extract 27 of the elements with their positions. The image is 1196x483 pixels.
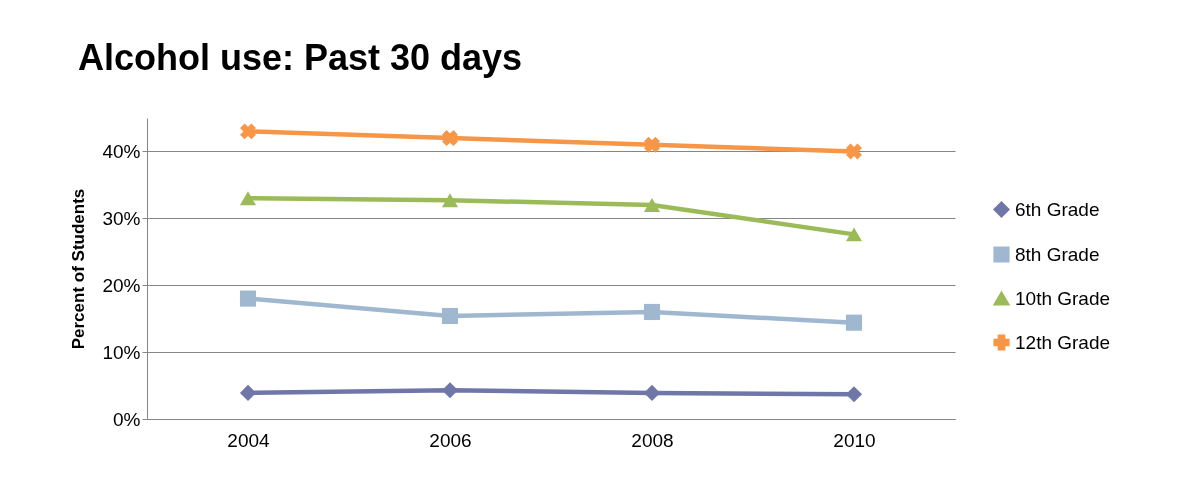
point [845,314,863,331]
y-tick-label: 40% [102,140,141,162]
y-tick-label: 0% [113,408,141,430]
y-tick-label: 10% [102,341,141,363]
point [441,193,459,208]
point [239,191,257,206]
x-tick-label: 2010 [833,429,876,451]
x-tick-label: 2008 [631,429,674,451]
point [846,143,862,160]
point [643,303,661,321]
x-tick-label: 2004 [227,429,271,451]
point [441,307,459,325]
y-axis-title: Percent of Students [69,188,89,350]
point [845,227,863,242]
legend-label: 6th Grade [1015,198,1100,220]
point [442,130,458,147]
point [644,136,660,153]
y-tick-label: 20% [102,274,141,296]
chart-title: Alcohol use: Past 30 days [77,37,523,78]
legend-label: 12th Grade [1015,331,1111,353]
point [239,290,257,307]
x-tick-label: 2006 [429,429,472,451]
y-tick-label: 30% [102,207,141,229]
point [643,197,661,212]
point [240,123,256,140]
legend-label: 10th Grade [1015,287,1111,309]
legend-label: 8th Grade [1015,243,1100,265]
